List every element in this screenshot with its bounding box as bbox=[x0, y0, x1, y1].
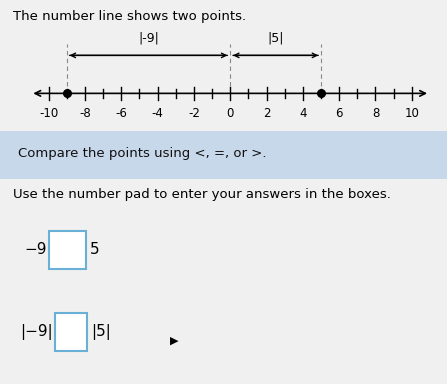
Text: -4: -4 bbox=[152, 107, 164, 120]
Text: Use the number pad to enter your answers in the boxes.: Use the number pad to enter your answers… bbox=[13, 188, 391, 201]
Text: -8: -8 bbox=[79, 107, 91, 120]
Text: -6: -6 bbox=[115, 107, 127, 120]
Bar bbox=[55, 313, 87, 351]
Text: |−9|: |−9| bbox=[20, 324, 53, 340]
Text: 2: 2 bbox=[263, 107, 270, 120]
Text: ▶: ▶ bbox=[170, 336, 178, 346]
Text: −9: −9 bbox=[24, 242, 46, 257]
Text: -10: -10 bbox=[39, 107, 58, 120]
Text: 8: 8 bbox=[372, 107, 379, 120]
Text: Compare the points using <, =, or >.: Compare the points using <, =, or >. bbox=[18, 147, 266, 160]
Text: The number line shows two points.: The number line shows two points. bbox=[13, 10, 247, 23]
Text: 10: 10 bbox=[405, 107, 419, 120]
Text: 0: 0 bbox=[227, 107, 234, 120]
Text: 4: 4 bbox=[299, 107, 307, 120]
Text: |5|: |5| bbox=[91, 324, 111, 340]
Text: 5: 5 bbox=[90, 242, 99, 257]
Text: |5|: |5| bbox=[267, 31, 284, 44]
Text: |-9|: |-9| bbox=[138, 31, 159, 44]
Text: -2: -2 bbox=[188, 107, 200, 120]
Text: 6: 6 bbox=[335, 107, 343, 120]
Bar bbox=[49, 231, 86, 268]
